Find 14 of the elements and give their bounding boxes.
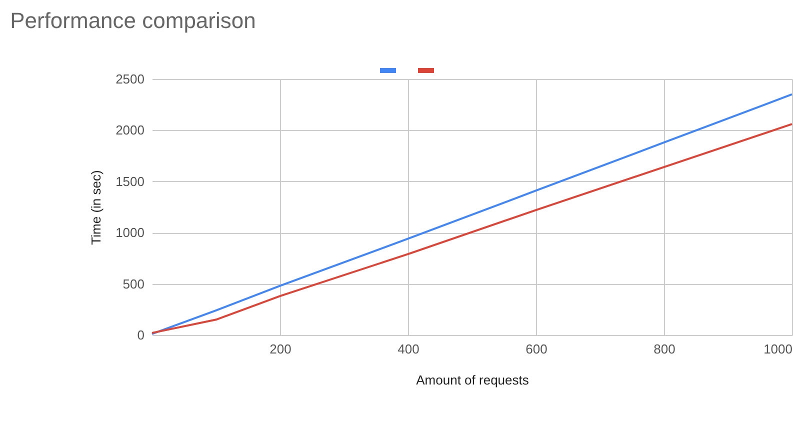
- x-tick-label: 800: [654, 342, 676, 356]
- x-tick-label: 600: [526, 342, 548, 356]
- y-tick-label: 1500: [116, 174, 144, 189]
- y-tick-label: 0: [137, 328, 144, 342]
- y-axis-title: Time (in sec): [88, 170, 104, 245]
- x-tick-label: 1000: [764, 342, 792, 356]
- y-tick-label: 500: [122, 276, 144, 292]
- x-tick-label: 400: [398, 342, 420, 356]
- y-tick-label: 1000: [116, 225, 144, 240]
- chart-title: Performance comparison: [10, 8, 256, 33]
- x-axis-title: Amount of requests: [416, 372, 530, 388]
- y-tick-label: 2000: [116, 122, 144, 138]
- x-tick-label: 200: [270, 342, 292, 356]
- y-tick-label: 2500: [116, 72, 144, 86]
